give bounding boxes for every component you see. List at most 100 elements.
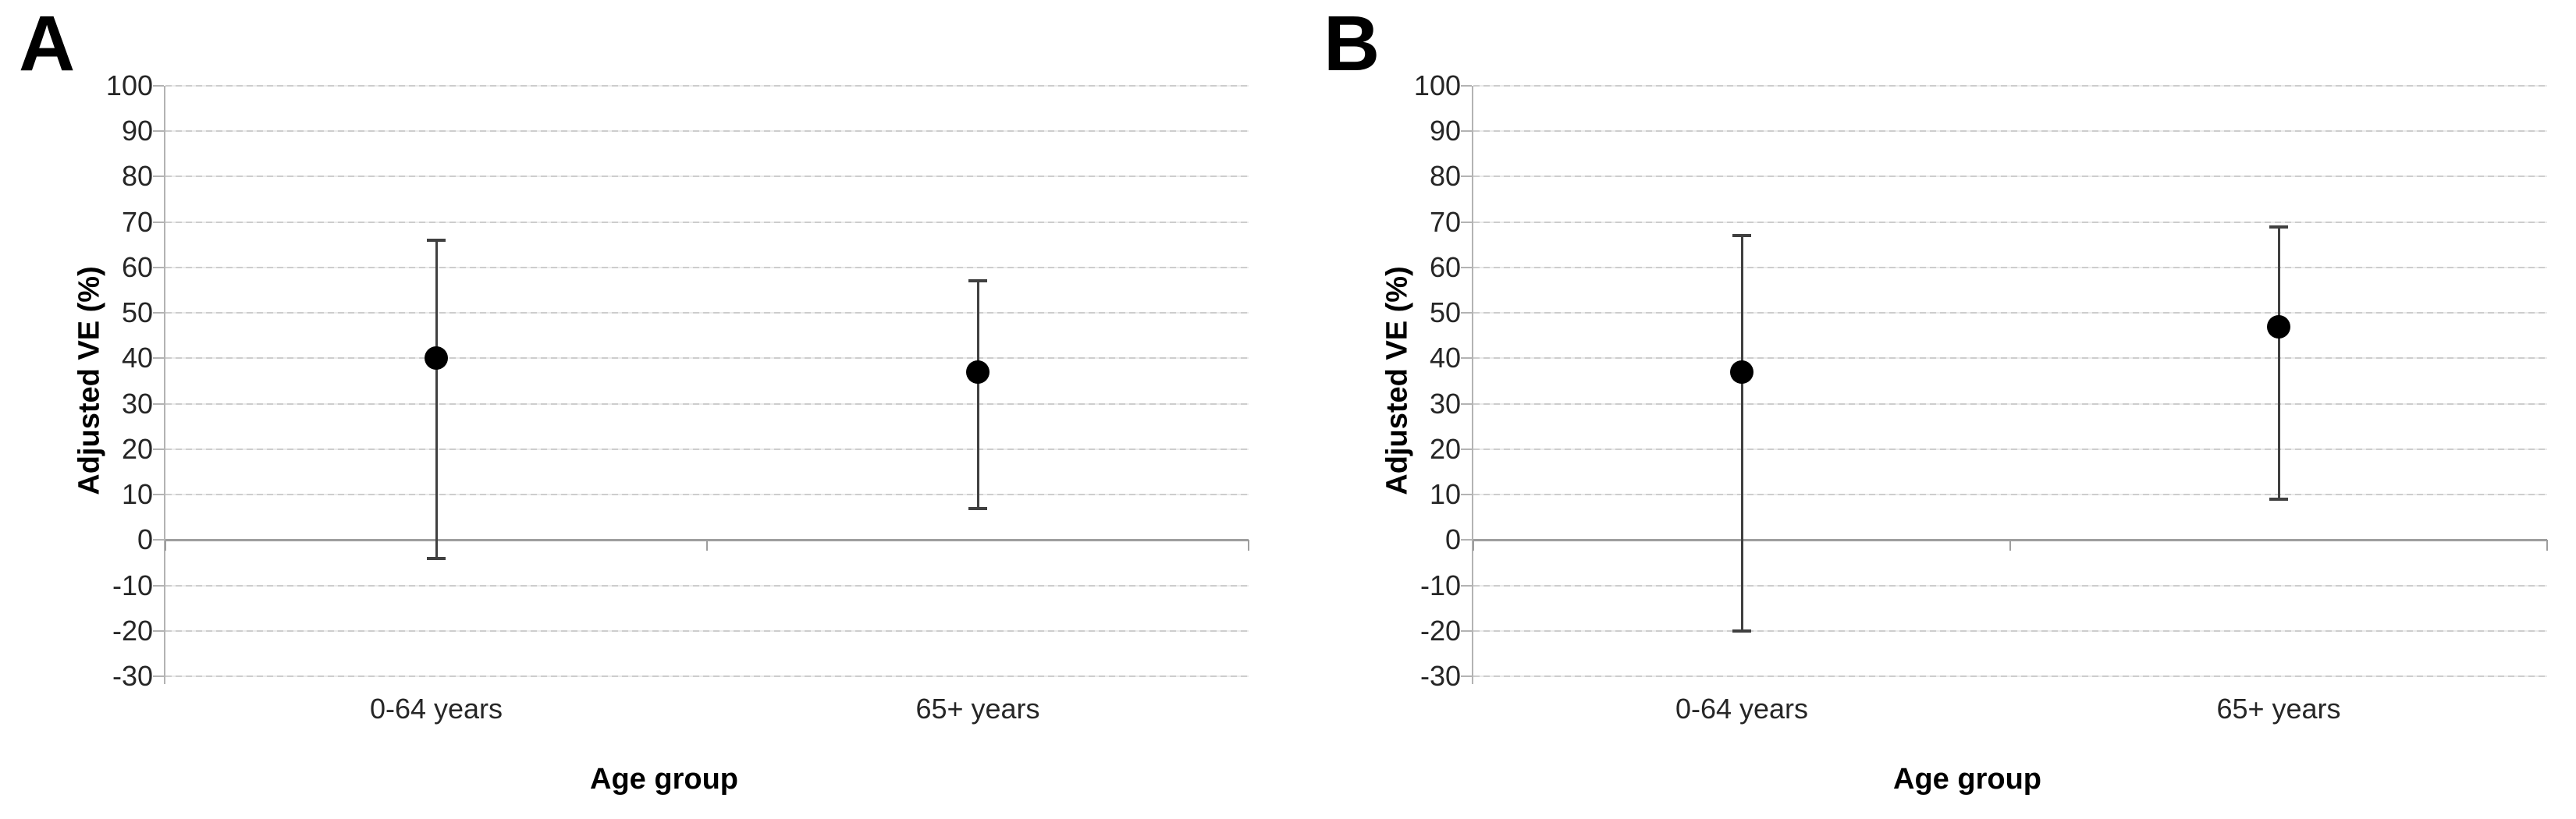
y-tick-label-70: 70 xyxy=(121,205,153,238)
y-tick-label-30: 30 xyxy=(121,387,153,420)
y-tick-label-0: 0 xyxy=(137,523,153,556)
gridline-70 xyxy=(165,221,1249,223)
y-tick-label--30: -30 xyxy=(1419,660,1461,692)
panel-letter-a: A xyxy=(19,0,76,87)
y-axis-tick-100 xyxy=(1461,85,1472,87)
gridline-10 xyxy=(165,494,1249,496)
y-axis-tick-80 xyxy=(1461,176,1472,178)
y-axis-tick--20 xyxy=(1461,629,1472,632)
y-axis-line xyxy=(164,86,165,684)
y-tick-label-90: 90 xyxy=(121,115,153,147)
y-axis-tick-80 xyxy=(153,176,164,178)
category-axis-tick-1 xyxy=(2009,540,2011,551)
y-tick-label-10: 10 xyxy=(121,478,153,511)
gridline-30 xyxy=(165,402,1249,405)
y-tick-label-90: 90 xyxy=(1429,115,1461,147)
y-axis-tick-90 xyxy=(153,130,164,133)
y-axis-tick-40 xyxy=(153,357,164,360)
y-axis-tick-20 xyxy=(153,448,164,450)
y-tick-label-0: 0 xyxy=(1444,523,1461,556)
y-axis-tick-30 xyxy=(1461,402,1472,405)
y-tick-label-100: 100 xyxy=(105,69,153,101)
gridline-90 xyxy=(1473,130,2547,133)
y-tick-label-80: 80 xyxy=(1429,160,1461,193)
category-axis-tick-0 xyxy=(165,540,166,551)
gridline-60 xyxy=(1473,266,2547,268)
gridline-100 xyxy=(1473,85,2547,87)
category-axis-tick-1 xyxy=(706,540,708,551)
error-bar-cap-top-0-64-years xyxy=(427,238,446,242)
y-tick-label-40: 40 xyxy=(1429,342,1461,374)
error-bar-65-years xyxy=(2277,226,2280,499)
y-tick-label--30: -30 xyxy=(112,660,153,692)
category-label-a-65-plus-years: 65+ years xyxy=(915,693,1040,725)
error-bar-0-64-years xyxy=(435,239,438,558)
y-tick-label-50: 50 xyxy=(121,296,153,329)
y-axis-tick-60 xyxy=(1461,266,1472,268)
gridline--20 xyxy=(165,629,1249,632)
y-tick-label-80: 80 xyxy=(121,160,153,193)
y-axis-tick-10 xyxy=(153,494,164,496)
y-axis-tick-0 xyxy=(1461,539,1472,541)
y-axis-tick--20 xyxy=(153,629,164,632)
y-axis-tick-100 xyxy=(153,85,164,87)
y-tick-label--10: -10 xyxy=(1419,569,1461,601)
gridline--10 xyxy=(165,584,1249,587)
y-axis-tick--10 xyxy=(1461,584,1472,587)
gridline-90 xyxy=(165,130,1249,133)
y-tick-label-100: 100 xyxy=(1413,69,1461,101)
y-tick-label-70: 70 xyxy=(1429,205,1461,238)
gridline--20 xyxy=(1473,629,2547,632)
error-bar-cap-top-65-years xyxy=(968,279,987,283)
y-axis-tick-70 xyxy=(1461,221,1472,223)
y-axis-tick--30 xyxy=(1461,675,1472,677)
gridline-20 xyxy=(165,448,1249,450)
gridline-40 xyxy=(165,357,1249,360)
y-tick-label-60: 60 xyxy=(121,250,153,283)
y-tick-label-20: 20 xyxy=(121,432,153,465)
error-bar-cap-top-0-64-years xyxy=(1732,234,1751,238)
gridline-50 xyxy=(1473,312,2547,314)
error-bar-cap-top-65-years xyxy=(2269,225,2288,229)
category-label-b-0-64-years: 0-64 years xyxy=(1675,693,1809,725)
y-tick-label-40: 40 xyxy=(121,342,153,374)
gridline-10 xyxy=(1473,494,2547,496)
data-point-marker-0-64-years xyxy=(425,346,448,370)
y-tick-label-60: 60 xyxy=(1429,250,1461,283)
y-tick-label--20: -20 xyxy=(112,614,153,647)
x-axis-title-b: Age group xyxy=(1893,763,2041,796)
gridline-50 xyxy=(165,312,1249,314)
y-axis-tick-0 xyxy=(153,539,164,541)
gridline-70 xyxy=(1473,221,2547,223)
x-axis-title-a: Age group xyxy=(590,763,738,796)
data-point-marker-0-64-years xyxy=(1730,360,1753,384)
gridline-80 xyxy=(1473,176,2547,178)
y-axis-line xyxy=(1472,86,1473,684)
gridline-100 xyxy=(165,85,1249,87)
category-axis-tick-2 xyxy=(1248,540,1249,551)
error-bar-65-years xyxy=(976,281,979,509)
gridline--30 xyxy=(1473,675,2547,677)
error-bar-0-64-years xyxy=(1740,236,1743,631)
panel-letter-b: B xyxy=(1324,0,1380,87)
error-bar-cap-bottom-0-64-years xyxy=(1732,629,1751,633)
gridline--30 xyxy=(165,675,1249,677)
category-axis-tick-0 xyxy=(1473,540,1474,551)
gridline-40 xyxy=(1473,357,2547,360)
y-axis-tick-70 xyxy=(153,221,164,223)
y-axis-tick-40 xyxy=(1461,357,1472,360)
y-axis-tick--30 xyxy=(153,675,164,677)
category-label-b-65-plus-years: 65+ years xyxy=(2216,693,2341,725)
y-tick-label-30: 30 xyxy=(1429,387,1461,420)
data-point-marker-65-years xyxy=(2267,314,2290,339)
y-axis-tick-30 xyxy=(153,402,164,405)
y-axis-tick-60 xyxy=(153,266,164,268)
y-axis-tick-50 xyxy=(153,312,164,314)
gridline-80 xyxy=(165,176,1249,178)
gridline-20 xyxy=(1473,448,2547,450)
category-label-a-0-64-years: 0-64 years xyxy=(369,693,503,725)
y-axis-tick-90 xyxy=(1461,130,1472,133)
y-tick-label--10: -10 xyxy=(112,569,153,601)
y-tick-label-10: 10 xyxy=(1429,478,1461,511)
